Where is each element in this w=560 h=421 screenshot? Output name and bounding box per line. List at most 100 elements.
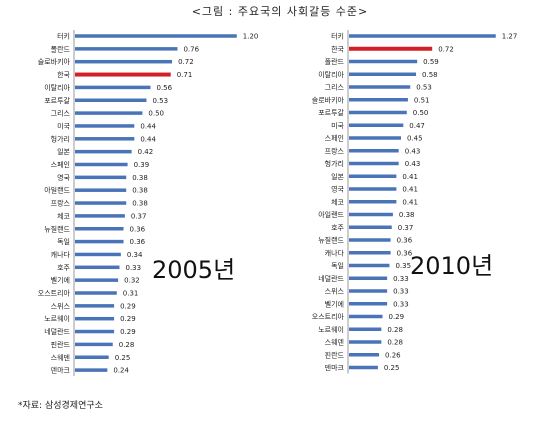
value-label: 0.50 [148,110,164,118]
value-label: 0.28 [119,341,135,349]
bar [349,263,390,268]
category-label: 영국 [57,173,70,182]
category-label: 포르투갈 [44,97,70,105]
value-label: 0.28 [387,326,403,334]
bar [349,59,418,64]
category-label: 벨기에 [325,299,344,308]
chart-title: <그림 : 주요국의 사회갈등 수준> [191,5,369,18]
category-label: 네덜란드 [318,274,344,283]
category-label: 스웨덴 [325,338,344,347]
bar [75,34,237,38]
bar [349,327,382,331]
value-label: 0.41 [402,198,418,206]
value-label: 0.53 [416,84,432,92]
bar [349,85,411,89]
category-label: 스위스 [325,288,345,296]
bar [75,149,132,154]
category-label: 폴란드 [325,58,345,66]
category-label: 슬로바키아 [312,95,345,104]
value-label: 0.24 [113,367,129,375]
bar [75,278,119,282]
value-label: 0.25 [384,364,400,372]
value-label: 0.29 [389,313,405,321]
category-label: 프랑스 [51,200,71,208]
bar [349,353,380,357]
bar [349,365,378,370]
category-label: 헝가리 [51,134,70,143]
value-label: 0.42 [138,148,154,156]
category-label: 노르웨이 [44,314,70,323]
category-label: 이탈리아 [318,70,344,79]
category-label: 독일 [57,237,70,246]
bar [349,302,388,306]
bar [75,175,127,180]
category-label: 한국 [57,71,70,79]
value-label: 0.34 [127,251,143,259]
value-label: 0.38 [399,211,415,219]
category-label: 포르투갈 [318,109,344,117]
category-label: 프랑스 [325,147,345,155]
value-label: 0.45 [407,135,423,143]
value-label: 0.76 [183,45,199,53]
value-label: 0.41 [402,173,418,181]
category-label: 스페인 [325,134,344,143]
bar [349,276,388,280]
bar [349,225,392,229]
category-label: 벨기에 [51,276,70,285]
bar [75,85,151,90]
bar [349,314,383,319]
value-label: 1.27 [502,33,518,41]
bar [75,98,147,102]
value-label: 0.29 [120,315,136,323]
bar [349,149,399,153]
value-label: 0.36 [397,249,413,257]
source-note: *자료: 삼성경제연구소 [18,401,103,411]
value-label: 0.36 [397,237,413,245]
value-label: 0.36 [130,225,146,233]
category-label: 덴마크 [325,363,345,372]
value-label: 0.59 [423,58,439,66]
bar [349,187,397,191]
value-label: 0.29 [120,328,136,336]
bar [349,212,393,217]
category-label: 뉴질랜드 [318,236,344,245]
bar [75,304,115,308]
bar [349,238,391,242]
bar [75,188,127,192]
value-label: 0.35 [395,262,411,270]
value-label: 0.38 [132,187,148,195]
value-label: 0.43 [405,160,421,168]
category-label: 일본 [57,147,70,156]
category-label: 슬로바키아 [38,57,71,66]
value-label: 0.56 [156,84,172,92]
category-label: 헝가리 [325,159,344,168]
category-label: 그리스 [325,83,345,92]
bar [349,340,382,344]
category-label: 이탈리아 [44,83,70,92]
category-label: 일본 [331,172,344,181]
bar [75,124,135,128]
value-label: 0.33 [393,275,409,283]
value-label: 1.20 [243,33,259,41]
value-label: 0.33 [393,300,409,308]
bar [75,329,115,334]
bar-highlight [75,72,171,77]
bar [349,34,496,38]
value-label: 0.38 [132,174,148,182]
value-label: 0.58 [422,71,438,79]
bar [75,291,117,295]
bar-highlight [349,46,433,51]
category-label: 스위스 [51,302,71,310]
bar [349,98,408,102]
bar [75,227,124,231]
category-label: 캐나다 [51,250,71,259]
category-label: 오스트리아 [38,289,71,298]
category-label: 미국 [57,121,70,130]
bar [349,123,404,127]
category-label: 한국 [331,45,344,53]
year-label: 2010년 [410,252,493,280]
bar [75,111,143,115]
value-label: 0.51 [414,96,430,104]
bar [349,174,397,178]
category-label: 영국 [331,185,344,194]
